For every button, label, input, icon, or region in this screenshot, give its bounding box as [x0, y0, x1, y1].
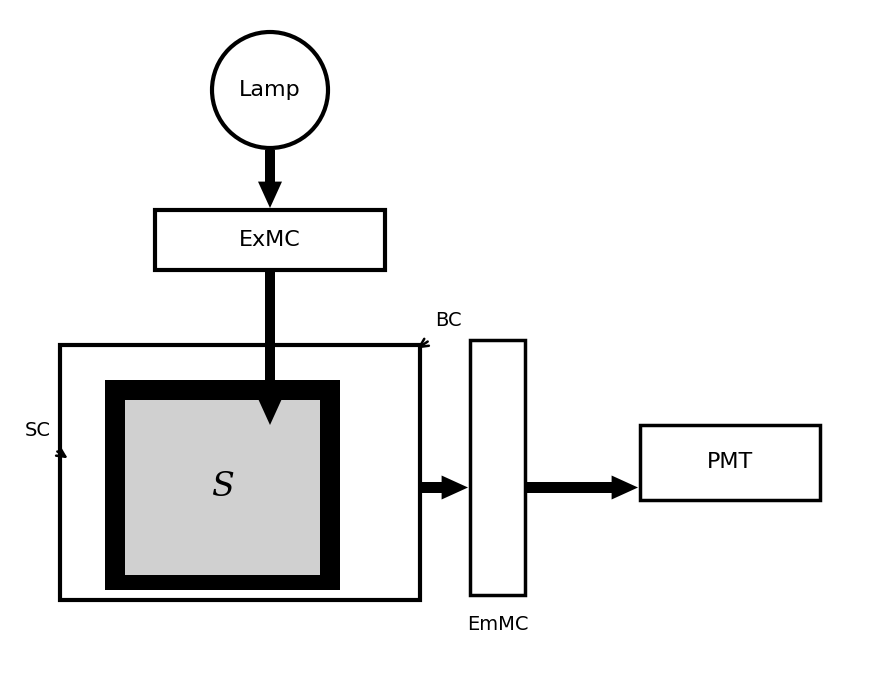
Text: BC: BC: [435, 311, 461, 329]
FancyBboxPatch shape: [527, 482, 611, 493]
FancyBboxPatch shape: [264, 150, 275, 181]
Bar: [125, 400, 320, 575]
Bar: [470, 340, 524, 595]
Text: EmMC: EmMC: [466, 615, 528, 634]
Bar: [639, 425, 819, 500]
Text: Lamp: Lamp: [239, 80, 300, 100]
Text: SC: SC: [25, 421, 51, 439]
Text: S: S: [211, 471, 234, 504]
Bar: [104, 380, 340, 590]
FancyBboxPatch shape: [264, 272, 275, 399]
Polygon shape: [258, 399, 282, 425]
Text: PMT: PMT: [706, 453, 752, 473]
Polygon shape: [611, 475, 637, 500]
FancyBboxPatch shape: [421, 482, 441, 493]
Circle shape: [212, 32, 327, 148]
Text: ExMC: ExMC: [239, 230, 300, 250]
Polygon shape: [258, 181, 282, 208]
Bar: [155, 210, 385, 270]
Bar: [60, 345, 420, 600]
Polygon shape: [441, 475, 467, 500]
